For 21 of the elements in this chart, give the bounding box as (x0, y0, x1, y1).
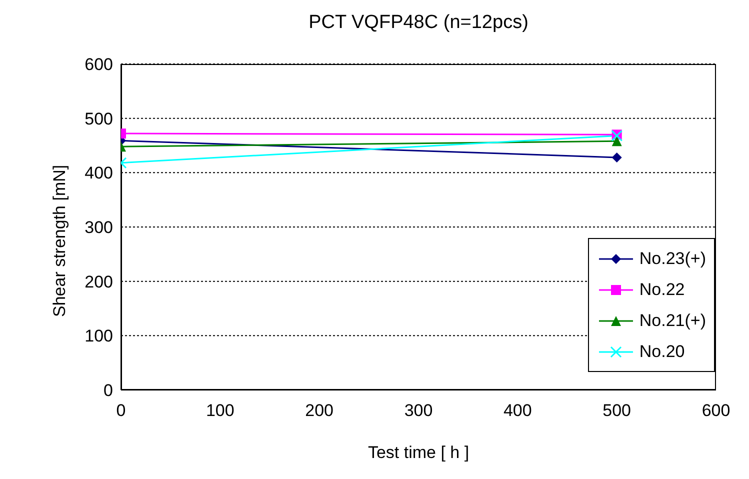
x-tick-label: 600 (702, 401, 730, 420)
y-axis-title: Shear strength [mN] (50, 164, 70, 317)
y-tick-label: 200 (84, 272, 113, 292)
y-tick-label: 600 (84, 55, 113, 74)
legend-label: No.21(+) (639, 310, 706, 330)
y-tick-label: 500 (84, 109, 113, 128)
x-tick-label: 500 (602, 401, 632, 420)
chart-title: PCT VQFP48C (n=12pcs) (308, 12, 530, 34)
legend-label: No.22 (639, 280, 685, 300)
x-axis-title: Test time [ h ] (368, 443, 470, 462)
y-tick-label: 0 (104, 381, 113, 400)
x-tick-label: 400 (503, 401, 532, 420)
x-tick-label: 300 (404, 401, 433, 420)
legend-label: No.23(+) (639, 248, 706, 268)
y-tick-label: 300 (84, 218, 113, 238)
x-tick-label: 200 (305, 401, 334, 420)
x-tick-label: 0 (116, 401, 126, 420)
y-tick-label: 400 (84, 164, 113, 183)
x-tick-label: 100 (206, 401, 234, 420)
legend-label: No.20 (639, 342, 685, 362)
y-tick-label: 100 (84, 326, 113, 346)
